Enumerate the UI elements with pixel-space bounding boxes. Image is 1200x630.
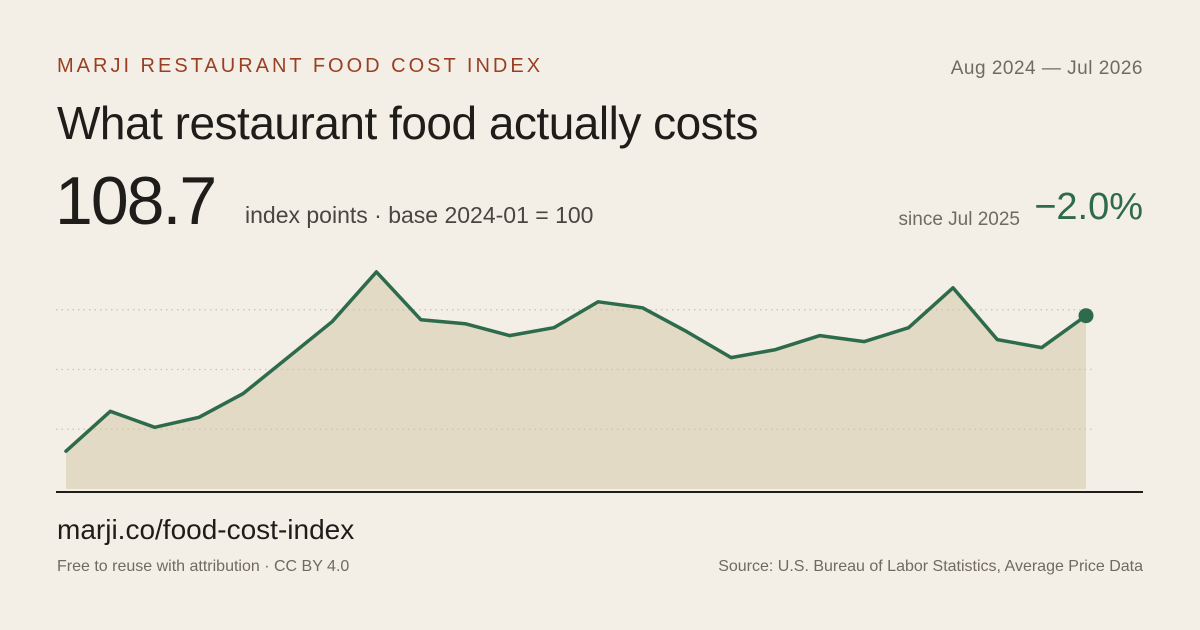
- site-link[interactable]: marji.co/food-cost-index: [57, 514, 355, 545]
- latest-point-marker: [1078, 308, 1094, 324]
- series-line: [64, 270, 1088, 453]
- change-percent: −2.0%: [1034, 186, 1143, 228]
- unit-description: index points · base 2024-01 = 100: [245, 202, 594, 228]
- latest-index-value: 108.7: [55, 163, 217, 239]
- chart-area-fill: [66, 271, 1086, 489]
- change-period-label: since Jul 2025: [898, 209, 1020, 230]
- license-note: Free to reuse with attribution · CC BY 4…: [57, 558, 350, 575]
- page-title: What restaurant food actually costs: [57, 97, 758, 149]
- source-note: Source: U.S. Bureau of Labor Statistics,…: [718, 558, 1143, 575]
- index-kicker: MARJI RESTAURANT FOOD COST INDEX: [57, 55, 544, 77]
- date-range: Aug 2024 — Jul 2026: [950, 58, 1143, 79]
